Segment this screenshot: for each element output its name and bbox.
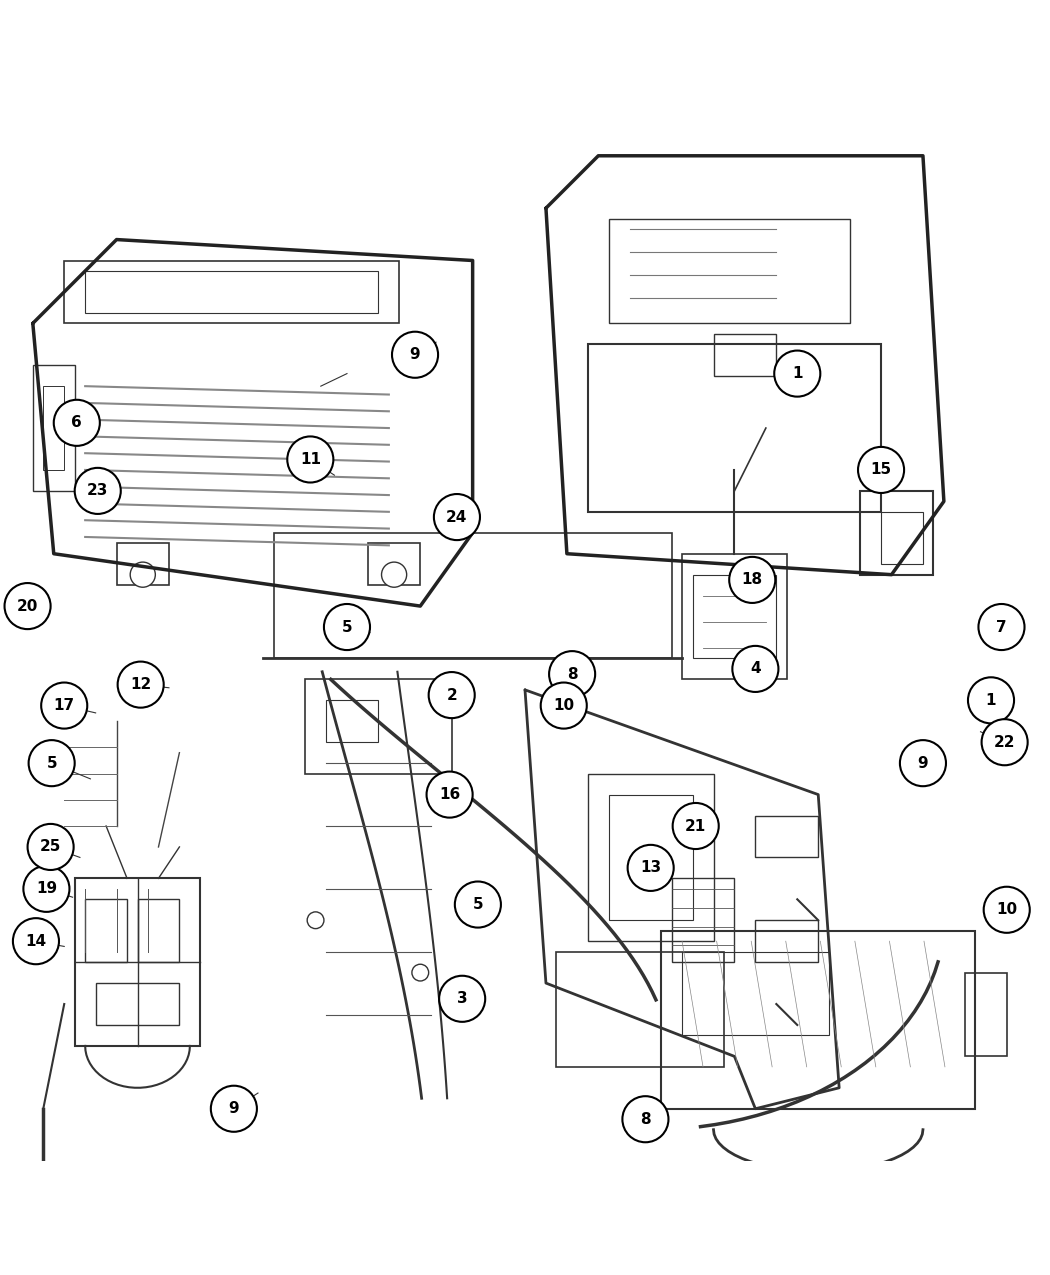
Circle shape [549, 652, 595, 697]
Text: 9: 9 [229, 1102, 239, 1116]
Circle shape [211, 1086, 257, 1132]
Text: 14: 14 [25, 933, 46, 949]
Circle shape [392, 332, 438, 377]
Circle shape [381, 562, 406, 588]
Text: 3: 3 [457, 991, 467, 1006]
Circle shape [979, 604, 1025, 650]
Text: 7: 7 [996, 620, 1007, 635]
Circle shape [968, 677, 1014, 723]
Circle shape [628, 845, 674, 891]
Circle shape [13, 918, 59, 964]
Circle shape [455, 881, 501, 928]
Text: 5: 5 [46, 756, 57, 770]
Text: 18: 18 [741, 572, 762, 588]
Circle shape [27, 824, 74, 870]
Text: 1: 1 [792, 366, 802, 381]
Circle shape [54, 400, 100, 446]
Circle shape [434, 493, 480, 541]
Text: 16: 16 [439, 787, 460, 802]
Circle shape [729, 557, 775, 603]
Circle shape [732, 646, 778, 692]
Text: 21: 21 [685, 819, 707, 834]
Circle shape [774, 351, 820, 397]
Circle shape [900, 740, 946, 787]
Text: 22: 22 [994, 734, 1015, 750]
Circle shape [623, 1096, 669, 1142]
Text: 8: 8 [567, 667, 578, 682]
Circle shape [428, 672, 475, 718]
Text: 4: 4 [750, 662, 760, 677]
Text: 19: 19 [36, 881, 57, 896]
Circle shape [324, 604, 370, 650]
Circle shape [4, 583, 50, 629]
Text: 17: 17 [54, 699, 75, 713]
Circle shape [858, 448, 904, 493]
Circle shape [541, 682, 587, 728]
Circle shape [439, 975, 485, 1021]
Text: 8: 8 [640, 1112, 651, 1127]
Circle shape [75, 468, 121, 514]
Text: 15: 15 [870, 463, 891, 477]
Circle shape [118, 662, 164, 708]
Circle shape [426, 771, 472, 817]
Circle shape [41, 682, 87, 728]
Text: 10: 10 [553, 699, 574, 713]
Circle shape [984, 886, 1030, 933]
Circle shape [673, 803, 719, 849]
Circle shape [412, 964, 428, 980]
Circle shape [130, 562, 155, 588]
Text: 12: 12 [130, 677, 151, 692]
Text: 9: 9 [410, 347, 420, 362]
Text: 5: 5 [472, 898, 483, 912]
Text: 5: 5 [341, 620, 353, 635]
Circle shape [23, 866, 69, 912]
Text: 20: 20 [17, 598, 38, 613]
Circle shape [28, 740, 75, 787]
Text: 10: 10 [996, 903, 1017, 917]
Text: 25: 25 [40, 839, 61, 854]
Text: 2: 2 [446, 687, 457, 703]
Text: 24: 24 [446, 510, 467, 524]
Text: 11: 11 [300, 451, 321, 467]
Text: 9: 9 [918, 756, 928, 770]
Circle shape [982, 719, 1028, 765]
Circle shape [288, 436, 333, 482]
Text: 6: 6 [71, 416, 82, 431]
Text: 13: 13 [640, 861, 662, 876]
Text: 1: 1 [986, 692, 996, 708]
Circle shape [308, 912, 324, 928]
Text: 23: 23 [87, 483, 108, 499]
